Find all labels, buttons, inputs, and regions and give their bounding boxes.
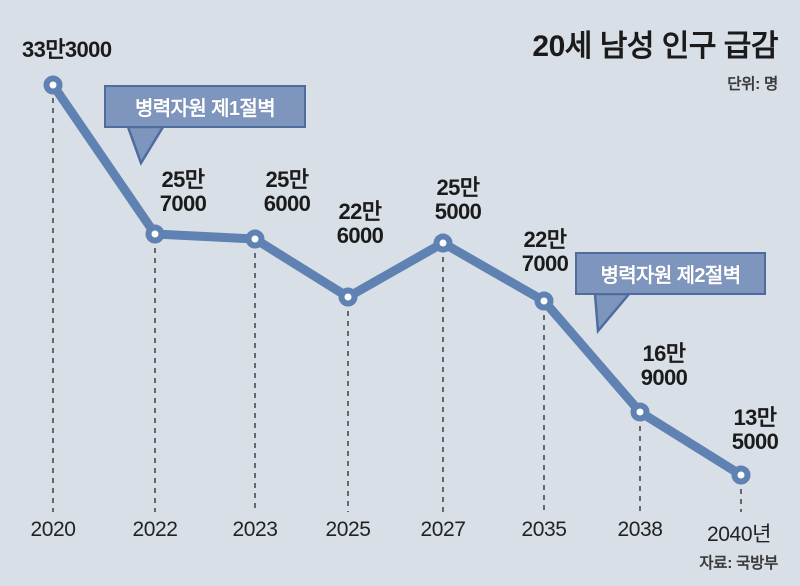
value-label-2038-line2: 9000 <box>640 364 688 390</box>
axis-label-2038: 2038 <box>617 518 663 541</box>
axis-label-2022: 2022 <box>132 518 178 541</box>
value-label-2025-line1: 22만 <box>338 199 383 224</box>
value-label-2022-line1: 25만 <box>161 167 206 192</box>
data-point-2022[interactable] <box>145 224 165 244</box>
axis-label-2025: 2025 <box>325 518 371 541</box>
callout-cliff-2[interactable]: 병력자원 제2절벽 <box>575 252 766 295</box>
value-label-2022: 25만 7000 <box>160 168 207 216</box>
callout-cliff-2-label: 병력자원 제2절벽 <box>600 265 741 287</box>
source-note: 자료: 국방부 <box>699 555 778 572</box>
value-label-2025: 22만 6000 <box>337 200 384 248</box>
data-point-2040[interactable] <box>731 465 751 485</box>
value-label-2020: 33만3000 <box>22 37 112 62</box>
data-point-2038[interactable] <box>630 402 650 422</box>
value-label-2027: 25만 5000 <box>435 176 482 224</box>
unit-note: 단위: 명 <box>727 76 778 93</box>
data-point-group <box>43 75 751 485</box>
value-label-2027-line1: 25만 <box>436 175 481 200</box>
value-label-2038-line1: 16만 <box>642 341 687 366</box>
data-point-2035[interactable] <box>534 291 554 311</box>
value-label-2038: 16만 9000 <box>641 342 688 390</box>
callout-cliff-1-label: 병력자원 제1절벽 <box>134 98 276 120</box>
callout-1-tail <box>126 125 166 166</box>
tick-dash-group <box>52 88 742 512</box>
value-label-2020-line1: 33만3000 <box>22 37 112 62</box>
value-label-2040-line2: 5000 <box>731 428 779 454</box>
data-line <box>48 80 746 480</box>
axis-label-2040: 2040년 <box>706 523 772 546</box>
data-point-2027[interactable] <box>433 233 453 253</box>
value-label-2025-line2: 6000 <box>336 222 384 248</box>
axis-label-2023: 2023 <box>232 518 278 541</box>
value-label-2022-line2: 7000 <box>159 190 207 216</box>
page-title: 20세 남성 인구 급감 <box>532 30 778 63</box>
axis-label-2035: 2035 <box>521 518 567 541</box>
value-label-2023: 25만 6000 <box>264 168 311 216</box>
data-point-2023[interactable] <box>245 229 265 249</box>
value-label-2035-line2: 7000 <box>521 250 569 276</box>
value-label-2027-line2: 5000 <box>434 198 482 224</box>
chart-header: 20세 남성 인구 급감 단위: 명 <box>532 30 778 94</box>
data-point-2020[interactable] <box>43 75 63 95</box>
axis-label-2020: 2020 <box>30 518 76 541</box>
value-label-2023-line1: 25만 <box>265 167 310 192</box>
data-point-2025[interactable] <box>338 287 358 307</box>
callout-2-tail <box>593 292 632 335</box>
value-label-2040: 13만 5000 <box>732 406 779 454</box>
axis-label-2027: 2027 <box>420 518 466 541</box>
value-label-2023-line2: 6000 <box>263 190 311 216</box>
value-label-2040-line1: 13만 <box>733 405 778 430</box>
value-label-2035-line1: 22만 <box>523 227 568 252</box>
callout-cliff-1[interactable]: 병력자원 제1절벽 <box>104 85 306 128</box>
value-label-2035: 22만 7000 <box>522 228 569 276</box>
